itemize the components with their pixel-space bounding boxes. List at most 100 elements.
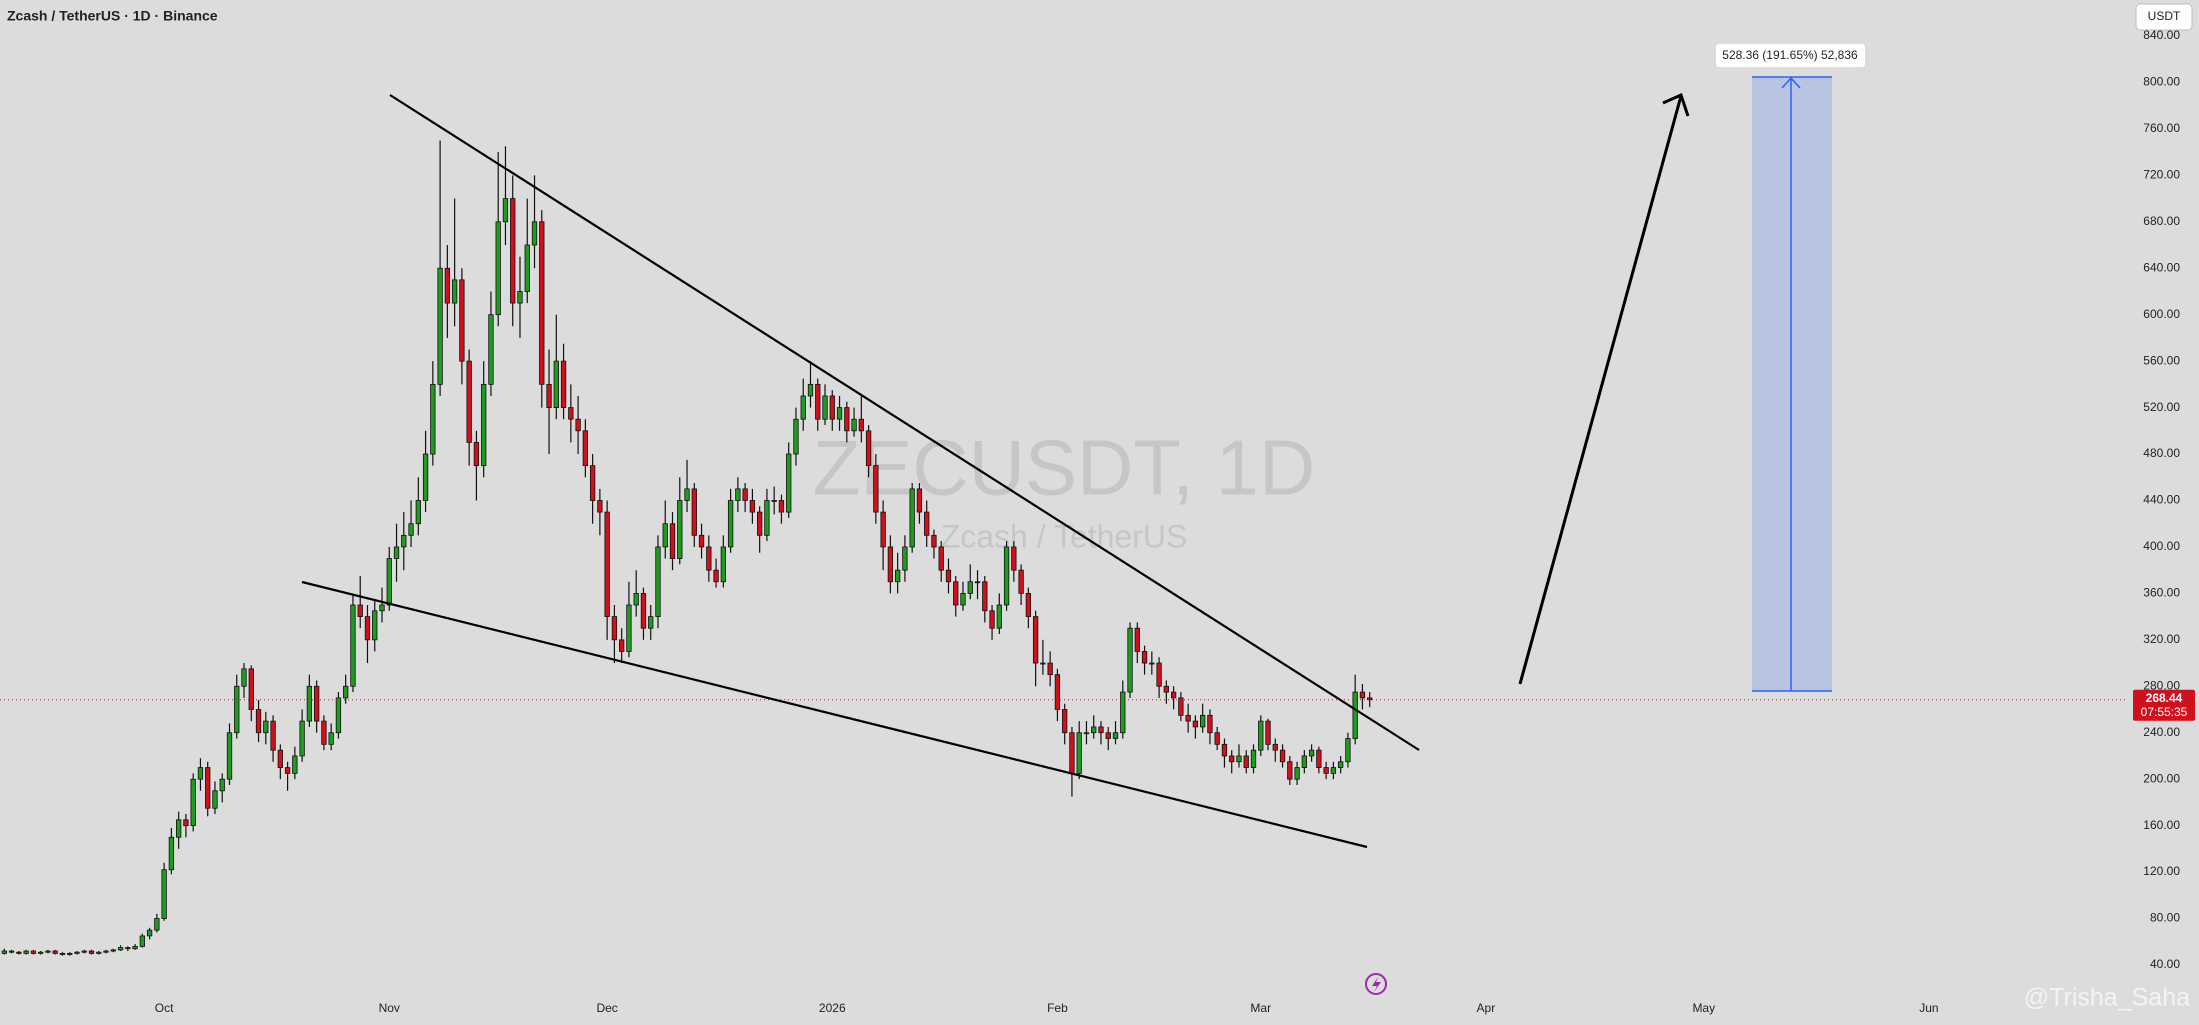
candle-body [299, 720, 305, 757]
candle-body [277, 749, 283, 768]
candle-body [219, 778, 225, 792]
candle-body [103, 950, 109, 953]
candle-body [1032, 616, 1039, 664]
candle-body [1279, 749, 1286, 763]
candle-body [1091, 726, 1097, 734]
candle-body [1185, 714, 1191, 722]
candle-body [117, 947, 124, 951]
candle-body [974, 581, 981, 584]
candle-body [1003, 546, 1010, 606]
events-icon[interactable] [1365, 973, 1387, 995]
candle-body [982, 581, 988, 612]
candle-body [844, 407, 850, 432]
candle-body [539, 221, 545, 385]
candle-body [1170, 691, 1177, 699]
candle-body [1098, 726, 1104, 734]
candle-body [807, 383, 814, 397]
candle-body [292, 755, 298, 774]
candle-body [154, 918, 160, 931]
candle-body [698, 534, 705, 548]
candle-body [1018, 569, 1024, 594]
candle-body [168, 836, 175, 871]
candle-body [8, 950, 15, 953]
candle-body [212, 790, 218, 809]
candle-body [524, 244, 530, 292]
y-tick-label: 840.00 [2143, 28, 2180, 42]
candle-body [96, 951, 102, 954]
candle-body [183, 819, 189, 827]
candle-body [662, 523, 668, 548]
candle-body [88, 950, 95, 954]
candle-body [393, 546, 400, 559]
candle-body [691, 488, 697, 536]
candle-body [902, 546, 908, 571]
candle-body [1229, 755, 1235, 763]
events-bolt [1372, 977, 1381, 992]
candle-body [1054, 674, 1061, 710]
candle-body [960, 592, 966, 606]
candle-body [757, 511, 763, 536]
candle-body [415, 500, 421, 525]
candle-body [408, 523, 414, 536]
y-tick-label: 240.00 [2143, 725, 2180, 739]
candle-body [234, 685, 240, 734]
y-tick-label: 760.00 [2143, 121, 2180, 135]
candle-body [263, 720, 269, 734]
candle-body [1076, 732, 1082, 774]
candle-body [328, 732, 334, 745]
candle-body [1287, 761, 1293, 780]
candle-body [611, 616, 618, 641]
candle-body [270, 720, 276, 751]
candle-body [1120, 691, 1126, 734]
candle-body [132, 945, 138, 950]
trendline-lower [301, 580, 1368, 849]
candle-body [531, 221, 538, 246]
candle-body [284, 767, 291, 774]
currency-button[interactable] [2135, 3, 2193, 31]
candle-body [778, 500, 785, 513]
candle-body [553, 360, 559, 408]
candle-body [1149, 662, 1155, 665]
candle-body [1214, 732, 1220, 745]
y-tick-label: 680.00 [2143, 214, 2180, 228]
candle-body [836, 407, 843, 420]
candle-body [1134, 627, 1140, 652]
candle-body [444, 267, 451, 304]
candle-body [953, 581, 959, 606]
currency-label[interactable]: USDT [2148, 9, 2181, 23]
candle-body [771, 500, 777, 502]
trendline-upper [389, 94, 1420, 751]
x-tick-label: Jun [1919, 1001, 1938, 1015]
candle-body [669, 523, 676, 559]
candle-body [684, 488, 690, 501]
candle-body [1345, 738, 1351, 763]
x-tick-label: Nov [379, 1001, 400, 1015]
measure-arrow-head [1781, 76, 1801, 89]
candle-body [437, 267, 443, 385]
candle-body [604, 511, 610, 618]
candle-body [720, 546, 726, 583]
arrow [1518, 95, 1683, 685]
x-tick-label: Oct [155, 1001, 174, 1015]
candle-body [38, 951, 44, 954]
plot: 40.00 80.00 120.00 160.00 200.00 240.00 280.00… [0, 28, 2180, 1015]
candle-body [560, 360, 567, 408]
candle-body [1141, 651, 1148, 664]
candle-body [1338, 761, 1344, 768]
x-tick-label: 2026 [819, 1001, 846, 1015]
candle-body [880, 511, 886, 548]
candle-body [793, 418, 799, 455]
candle-body [422, 453, 429, 501]
candle-body [829, 395, 835, 420]
candle-body [45, 950, 51, 953]
candle-body [633, 592, 639, 606]
candle-body [1243, 755, 1249, 768]
candle-body [197, 767, 204, 780]
candle-body [510, 198, 516, 304]
candle-body [764, 500, 770, 536]
last-price-box [2133, 689, 2195, 721]
candle-body [1025, 592, 1032, 618]
candle-body [495, 221, 501, 316]
candle-body [335, 697, 342, 734]
